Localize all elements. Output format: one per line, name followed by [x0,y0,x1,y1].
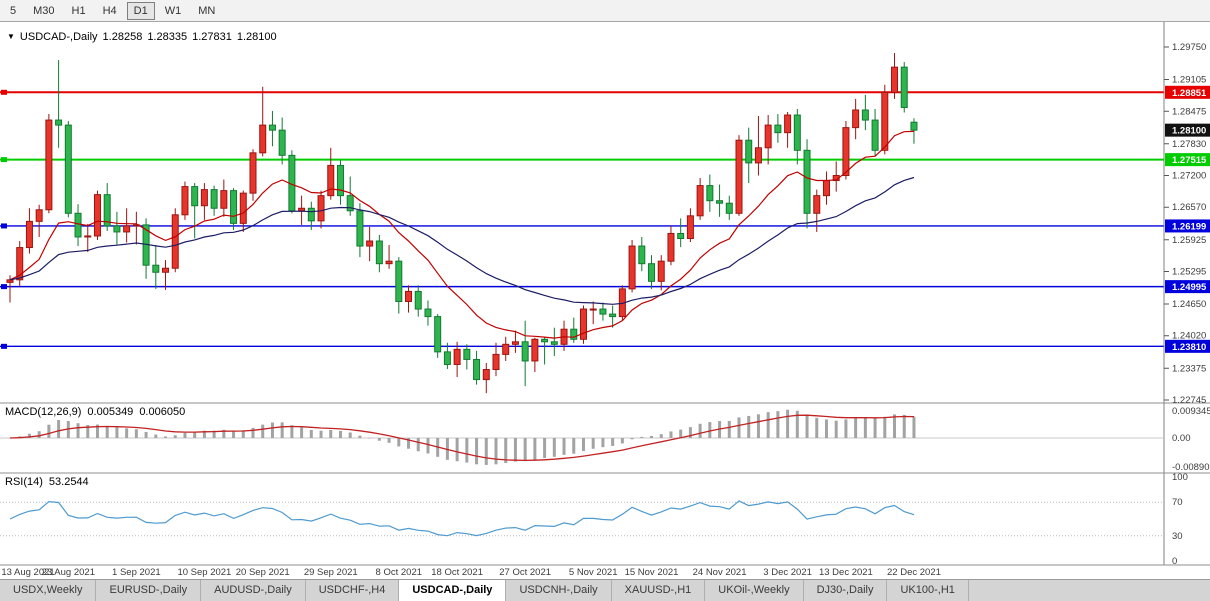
date-label: 13 Dec 2021 [819,567,873,578]
price-badge [1165,339,1210,353]
date-label: 15 Nov 2021 [625,567,679,578]
price-scale-tick: 1.29750 [1172,42,1206,53]
price-badge-value: 1.28100 [1172,126,1206,137]
price-badge-value: 1.27515 [1172,155,1207,166]
tab-audusd-daily[interactable]: AUDUSD-,Daily [201,580,306,601]
price-chart-canvas[interactable]: 1.29750 1.29105 1.28475 1.27830 1.27200 1.265… [0,22,1210,579]
timeframe-button-d1[interactable]: D1 [126,1,155,20]
timeframe-button-m30[interactable]: M30 [33,4,55,17]
horizontal-price-lines [0,89,1164,349]
timeframe-button-5[interactable]: 5 [10,4,17,17]
date-label: 5 Nov 2021 [569,567,618,578]
line-handle-icon[interactable] [1,284,7,290]
candlesticks [6,53,918,394]
macd-histogram [8,409,916,465]
price-badge [1165,153,1210,167]
rsi-scale-tick: 0 [1172,556,1177,567]
tab-usdchf-h4[interactable]: USDCHF-,H4 [305,580,400,601]
price-badge-value: 1.26199 [1172,221,1206,232]
price-badge-value: 1.28851 [1172,88,1207,99]
timeframe-button-mn[interactable]: MN [198,4,216,17]
tab-uk100-h1[interactable]: UK100-,H1 [887,580,969,601]
chart-header: ▼ USDCAD-,Daily 1.28258 1.28335 1.27831 1.281… [7,31,282,43]
close-value: 1.28100 [236,31,277,43]
price-badge [1165,123,1210,137]
tab-ukoil-weekly[interactable]: UKOil-,Weekly [705,580,804,601]
line-handle-icon[interactable] [1,157,7,163]
macd-signal-value: 0.006050 [139,406,186,418]
macd-scale-tick: 0.00 [1172,433,1191,444]
tab-dj30-daily[interactable]: DJ30-,Daily [803,580,888,601]
chart-window: 1.29750 1.29105 1.28475 1.27830 1.27200 1.265… [0,22,1210,579]
tab-usdcnh-daily[interactable]: USDCNH-,Daily [506,580,612,601]
date-label: 27 Oct 2021 [499,567,551,578]
line-handle-icon[interactable] [1,89,7,95]
price-scale-tick: 1.27830 [1172,139,1206,150]
macd-signal-line [9,414,915,462]
price-badge [1165,85,1210,99]
rsi-scale-tick: 30 [1172,531,1183,542]
moving-average-34-line [9,176,915,305]
price-badge [1165,280,1210,294]
open-value: 1.28258 [102,31,143,43]
low-value: 1.27831 [192,31,232,43]
timeframe-button-h1[interactable]: H1 [71,4,86,17]
line-handle-icon[interactable] [1,343,7,349]
tab-xauusd-h1[interactable]: XAUUSD-,H1 [611,580,706,601]
price-scale-tick: 1.27200 [1172,171,1206,182]
macd-indicator-label: MACD(12,26,9) 0.005349 0.006050 [5,406,191,418]
timeframe-button-h4[interactable]: H4 [102,4,117,17]
price-scale-tick: 1.29105 [1172,75,1206,86]
price-scale-tick: 1.25295 [1172,266,1206,277]
rsi-scale-tick: 100 [1172,472,1188,483]
price-scale-tick: 1.28475 [1172,106,1206,117]
rsi-line [9,500,915,537]
rsi-name: RSI(14) [5,476,43,488]
date-label: 13 Aug 2021 [1,567,54,578]
price-scale-tick: 1.25925 [1172,235,1206,246]
rsi-indicator-label: RSI(14) 53.2544 [5,476,95,488]
macd-name: MACD(12,26,9) [5,406,82,418]
date-label: 1 Sep 2021 [112,567,161,578]
chart-tabs-bar: USDX,Weekly EURUSD-,Daily AUDUSD-,Daily USD… [0,579,1210,601]
rsi-scale-tick: 70 [1172,497,1183,508]
price-scale-tick: 1.22745 [1172,395,1206,406]
price-scale-tick: 1.23375 [1172,363,1206,374]
timeframe-toolbar: 5 M30 H1 H4 D1 W1 MN [0,0,1210,22]
timeframe-button-w1[interactable]: W1 [164,4,182,17]
date-label: 18 Oct 2021 [431,567,483,578]
price-scale-tick: 1.24650 [1172,299,1206,310]
high-value: 1.28335 [147,31,188,43]
date-label: 29 Sep 2021 [304,567,358,578]
price-badge-value: 1.23810 [1172,342,1206,353]
chart-symbol-label: USDCAD-,Daily [19,31,98,43]
date-label: 24 Nov 2021 [693,567,747,578]
tab-usdcad-daily[interactable]: USDCAD-,Daily [399,580,507,601]
price-badge-value: 1.24995 [1172,282,1207,293]
date-label: 10 Sep 2021 [177,567,231,578]
macd-main-value: 0.005349 [87,406,134,418]
date-label: 23 Aug 2021 [42,567,95,578]
price-scale-tick: 1.26570 [1172,202,1206,213]
collapse-triangle-icon[interactable]: ▼ [7,32,15,41]
tab-eurusd-daily[interactable]: EURUSD-,Daily [96,580,202,601]
date-label: 22 Dec 2021 [887,567,941,578]
price-scale-tick: 1.24020 [1172,331,1206,342]
macd-scale-tick: -0.0089050 [1172,462,1210,473]
date-label: 3 Dec 2021 [763,567,812,578]
rsi-value: 53.2544 [48,476,89,488]
line-handle-icon[interactable] [1,223,7,229]
price-badge [1165,219,1210,233]
tab-usdx-weekly[interactable]: USDX,Weekly [0,580,97,601]
moving-average-13-line [9,130,915,339]
date-label: 8 Oct 2021 [376,567,422,578]
date-label: 20 Sep 2021 [236,567,290,578]
